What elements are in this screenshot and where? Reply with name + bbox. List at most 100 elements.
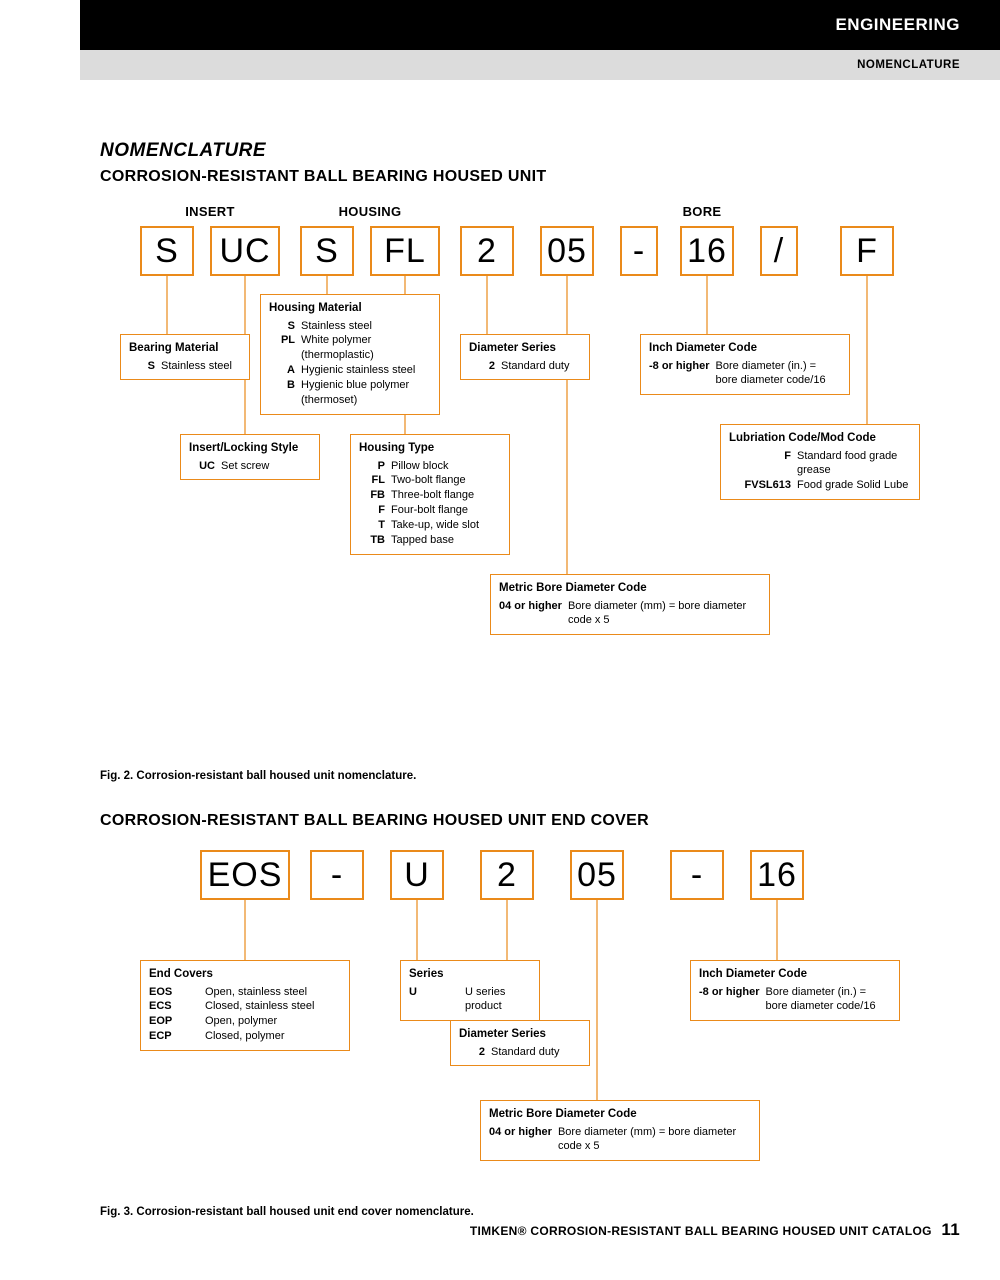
def-code: -8 or higher bbox=[649, 359, 710, 389]
def-desc: Stainless steel bbox=[301, 319, 431, 334]
code-box-3: FL bbox=[370, 226, 440, 276]
def-housing-material-row: A Hygienic stainless steel bbox=[269, 363, 431, 378]
code2-box-6: 16 bbox=[750, 850, 804, 900]
code2-box-4: 05 bbox=[570, 850, 624, 900]
footer-text: TIMKEN® CORROSION-RESISTANT BALL BEARING… bbox=[470, 1224, 932, 1238]
def-code: 2 bbox=[469, 359, 495, 374]
def-desc: Bore diameter (mm) = bore diameter code … bbox=[568, 599, 761, 629]
def-lube-code-row: FVSL613Food grade Solid Lube bbox=[729, 478, 911, 493]
def-code: T bbox=[359, 518, 385, 533]
def-bearing-material-row: S Stainless steel bbox=[129, 359, 241, 374]
def-code: S bbox=[129, 359, 155, 374]
def-desc: Bore diameter (mm) = bore diameter code … bbox=[558, 1125, 751, 1155]
def-code: B bbox=[269, 378, 295, 408]
def-lube-code: Lubriation Code/Mod CodeFStandard food g… bbox=[720, 424, 920, 500]
def-code: -8 or higher bbox=[699, 985, 760, 1015]
def-desc: Three-bolt flange bbox=[391, 488, 501, 503]
def-housing-material-row: PLWhite polymer (thermoplastic) bbox=[269, 333, 431, 363]
def2-inch-diameter-row: -8 or higherBore diameter (in.) = bore d… bbox=[699, 985, 891, 1015]
def-desc: White polymer (thermoplastic) bbox=[301, 333, 431, 363]
def-desc: Set screw bbox=[221, 459, 311, 474]
def-code: FB bbox=[359, 488, 385, 503]
title-sub2: CORROSION-RESISTANT BALL BEARING HOUSED … bbox=[100, 812, 960, 830]
def-inch-diameter: Inch Diameter Code-8 or higherBore diame… bbox=[640, 334, 850, 395]
def-desc: Hygienic stainless steel bbox=[301, 363, 431, 378]
def-code: TB bbox=[359, 533, 385, 548]
def-series-row: UU series product bbox=[409, 985, 531, 1015]
def-housing-type-title: Housing Type bbox=[359, 441, 501, 457]
def-code: ECS bbox=[149, 999, 199, 1014]
title-main: NOMENCLATURE bbox=[100, 140, 960, 162]
def-desc: Standard food grade grease bbox=[797, 449, 911, 479]
def-code: ECP bbox=[149, 1029, 199, 1044]
def-housing-material-row: S Stainless steel bbox=[269, 319, 431, 334]
header-subsection: NOMENCLATURE bbox=[857, 59, 960, 71]
def-code: F bbox=[729, 449, 791, 479]
code-box-7: 16 bbox=[680, 226, 734, 276]
def-housing-type-row: TTake-up, wide slot bbox=[359, 518, 501, 533]
def-code: S bbox=[269, 319, 295, 334]
def-desc: Four-bolt flange bbox=[391, 503, 501, 518]
code-box-0: S bbox=[140, 226, 194, 276]
page-footer: TIMKEN® CORROSION-RESISTANT BALL BEARING… bbox=[470, 1220, 960, 1240]
figure-3-diagram: EOS-U205-16End CoversEOSOpen, stainless … bbox=[100, 850, 960, 1200]
code-box-6: - bbox=[620, 226, 658, 276]
def-end-covers-row: EOP Open, polymer bbox=[149, 1014, 341, 1029]
group-label-housing: HOUSING bbox=[300, 204, 440, 219]
group-label-insert: INSERT bbox=[140, 204, 280, 219]
page-content: NOMENCLATURE CORROSION-RESISTANT BALL BE… bbox=[100, 140, 960, 1280]
def-metric-bore: Metric Bore Diameter Code 04 or higherBor… bbox=[490, 574, 770, 635]
def-housing-type-row: PPillow block bbox=[359, 459, 501, 474]
def-end-covers-row: ECP Closed, polymer bbox=[149, 1029, 341, 1044]
def-code: 04 or higher bbox=[489, 1125, 552, 1155]
def-insert-locking-title: Insert/Locking Style bbox=[189, 441, 311, 457]
def-desc: Closed, polymer bbox=[205, 1029, 341, 1044]
def-housing-type-row: TB Tapped base bbox=[359, 533, 501, 548]
def-desc: Closed, stainless steel bbox=[205, 999, 341, 1014]
def-metric-bore-title: Metric Bore Diameter Code bbox=[499, 581, 761, 597]
def-code: EOP bbox=[149, 1014, 199, 1029]
def-desc: Standard duty bbox=[501, 359, 581, 374]
def-code: F bbox=[359, 503, 385, 518]
def-desc: Tapped base bbox=[391, 533, 501, 548]
def-diameter-series-row: 2 Standard duty bbox=[469, 359, 581, 374]
def-series: Series UU series product bbox=[400, 960, 540, 1021]
def-end-covers-row: EOS Open, stainless steel bbox=[149, 985, 341, 1000]
def-code: FL bbox=[359, 473, 385, 488]
def-desc: Open, polymer bbox=[205, 1014, 341, 1029]
code2-box-1: - bbox=[310, 850, 364, 900]
def-code: A bbox=[269, 363, 295, 378]
def-housing-type: Housing Type PPillow blockFLTwo-bolt flan… bbox=[350, 434, 510, 555]
def2-metric-bore-row: 04 or higherBore diameter (mm) = bore di… bbox=[489, 1125, 751, 1155]
def-housing-type-row: FB Three-bolt flange bbox=[359, 488, 501, 503]
def2-metric-bore-title: Metric Bore Diameter Code bbox=[489, 1107, 751, 1123]
def-desc: Pillow block bbox=[391, 459, 501, 474]
def2-diameter-series-title: Diameter Series bbox=[459, 1027, 581, 1043]
def-bearing-material-title: Bearing Material bbox=[129, 341, 241, 357]
code-box-1: UC bbox=[210, 226, 280, 276]
def-series-title: Series bbox=[409, 967, 531, 983]
code-box-8: / bbox=[760, 226, 798, 276]
def-code: 04 or higher bbox=[499, 599, 562, 629]
figure-2-caption: Fig. 2. Corrosion-resistant ball housed … bbox=[100, 770, 960, 782]
def-insert-locking-row: UCSet screw bbox=[189, 459, 311, 474]
def-code: EOS bbox=[149, 985, 199, 1000]
code-box-2: S bbox=[300, 226, 354, 276]
def-desc: Open, stainless steel bbox=[205, 985, 341, 1000]
def2-metric-bore: Metric Bore Diameter Code 04 or higherBor… bbox=[480, 1100, 760, 1161]
def2-inch-diameter-title: Inch Diameter Code bbox=[699, 967, 891, 983]
def-housing-type-row: FLTwo-bolt flange bbox=[359, 473, 501, 488]
def-metric-bore-row: 04 or higherBore diameter (mm) = bore di… bbox=[499, 599, 761, 629]
def-desc: Bore diameter (in.) = bore diameter code… bbox=[716, 359, 841, 389]
code2-box-3: 2 bbox=[480, 850, 534, 900]
def-diameter-series-title: Diameter Series bbox=[469, 341, 581, 357]
def-inch-diameter-row: -8 or higherBore diameter (in.) = bore d… bbox=[649, 359, 841, 389]
def-code: PL bbox=[269, 333, 295, 363]
figure-2-diagram: INSERTHOUSINGBORESUCSFL205-16/FBearing M… bbox=[100, 204, 960, 764]
code2-box-0: EOS bbox=[200, 850, 290, 900]
def-desc: U series product bbox=[465, 985, 531, 1015]
header-grey-bar: NOMENCLATURE bbox=[80, 50, 1000, 80]
def-desc: Stainless steel bbox=[161, 359, 241, 374]
def-lube-code-row: FStandard food grade grease bbox=[729, 449, 911, 479]
code-box-5: 05 bbox=[540, 226, 594, 276]
